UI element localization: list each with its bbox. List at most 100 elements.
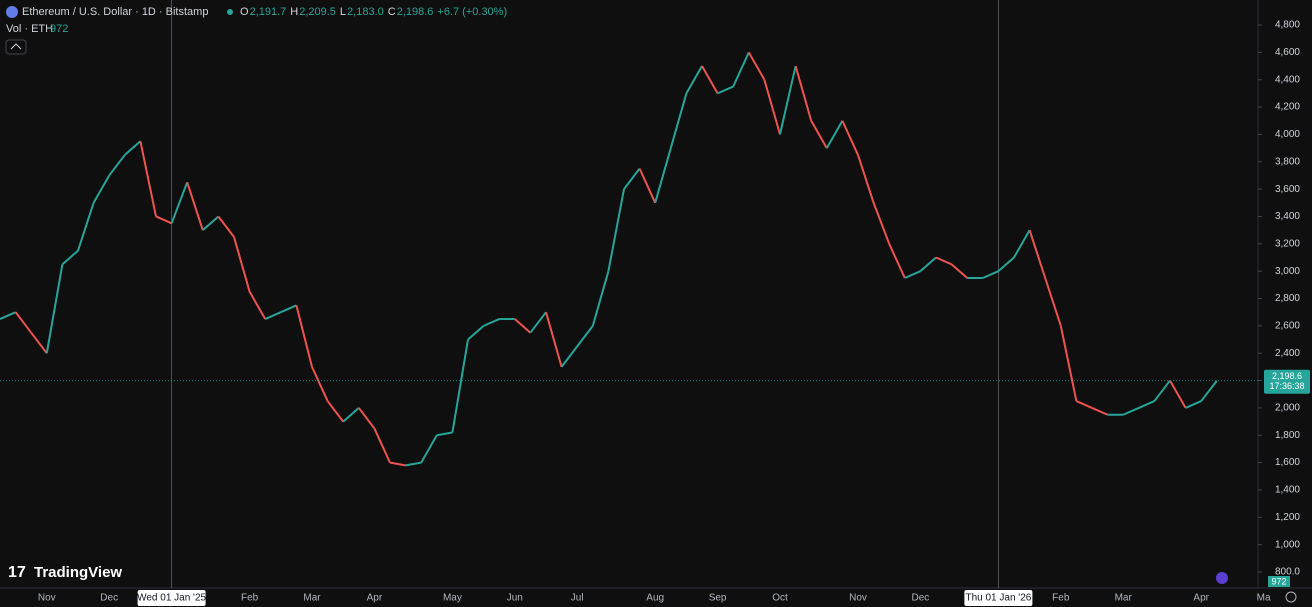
x-tick-label: Mar bbox=[1115, 593, 1133, 604]
price-segment bbox=[311, 366, 329, 402]
price-segment bbox=[170, 181, 189, 224]
logo-mark: 17 bbox=[8, 564, 26, 581]
price-segment bbox=[841, 120, 859, 156]
price-segment bbox=[1075, 400, 1093, 409]
price-segment bbox=[389, 461, 406, 467]
price-segment bbox=[264, 311, 282, 320]
ohlc-value: 2,209.5 bbox=[299, 6, 336, 18]
x-tick-label: Mar bbox=[303, 593, 321, 604]
price-segment bbox=[1138, 400, 1155, 409]
price-segment bbox=[186, 181, 204, 231]
x-tick-label: Dec bbox=[912, 593, 930, 604]
price-segment bbox=[233, 236, 251, 292]
x-tick-label: Thu 01 Jan '26 bbox=[965, 593, 1031, 604]
collapse-icon bbox=[10, 43, 22, 50]
price-segment bbox=[373, 428, 391, 464]
plot-area bbox=[0, 0, 1258, 588]
price-segment bbox=[1122, 406, 1140, 416]
price-segment bbox=[545, 311, 563, 368]
price-segment bbox=[14, 311, 32, 334]
y-tick-label: 1,400 bbox=[1275, 485, 1300, 496]
ohlc-name: O bbox=[240, 6, 249, 18]
price-segment bbox=[1059, 325, 1078, 402]
price-segment bbox=[529, 311, 547, 334]
y-tick-label: 1,200 bbox=[1275, 512, 1300, 523]
y-tick-label: 1,600 bbox=[1275, 457, 1300, 468]
price-segment bbox=[77, 202, 95, 251]
x-label-highlight bbox=[137, 590, 206, 606]
x-tick-label: Wed 01 Jan '25 bbox=[137, 593, 206, 604]
price-segment bbox=[202, 215, 220, 231]
header: Ethereum / U.S. Dollar · 1D · Bitstamp V… bbox=[5, 6, 233, 55]
price-segment bbox=[139, 141, 157, 217]
price-segment bbox=[576, 325, 594, 347]
x-tick-label: Sep bbox=[709, 593, 727, 604]
x-tick-label: May bbox=[443, 593, 462, 604]
price-segment bbox=[61, 249, 79, 266]
x-tick-label: Jul bbox=[571, 593, 584, 604]
settings-icon[interactable] bbox=[1285, 591, 1297, 603]
y-tick-label: 1,000 bbox=[1275, 539, 1300, 550]
price-segment bbox=[607, 188, 625, 272]
price-segment bbox=[358, 407, 376, 430]
symbol-icon bbox=[6, 6, 18, 18]
price-segment bbox=[669, 93, 688, 149]
price-segment bbox=[1091, 406, 1109, 416]
price-segment bbox=[857, 154, 875, 204]
price-segment bbox=[919, 256, 937, 272]
price-segment bbox=[1013, 229, 1031, 258]
price-segment bbox=[280, 304, 297, 314]
ohlc-name: C bbox=[388, 6, 396, 18]
x-label-highlight bbox=[964, 590, 1033, 606]
price-segment bbox=[155, 215, 173, 225]
price-segment bbox=[701, 65, 719, 94]
y-tick-label: 3,200 bbox=[1275, 238, 1300, 249]
price-segment bbox=[794, 65, 813, 122]
change: +6.7 (+0.30%) bbox=[437, 6, 507, 18]
price-segment bbox=[1185, 400, 1202, 409]
symbol-title: Ethereum / U.S. Dollar · 1D · Bitstamp bbox=[22, 6, 208, 18]
y-tick-label: 800.0 bbox=[1275, 567, 1300, 578]
price-segment bbox=[779, 65, 797, 135]
y-tick-label: 3,600 bbox=[1275, 184, 1300, 195]
volume-value: 972 bbox=[50, 23, 68, 35]
x-tick-label: Jun bbox=[507, 593, 523, 604]
ohlc-value: 2,191.7 bbox=[250, 6, 287, 18]
x-tick-label: Apr bbox=[1193, 593, 1209, 604]
price-segment bbox=[935, 256, 953, 266]
price-segment bbox=[1169, 380, 1187, 409]
price-segment bbox=[904, 270, 921, 279]
y-tick-label: 2,800 bbox=[1275, 293, 1300, 304]
price-segment bbox=[217, 215, 235, 238]
price-segment bbox=[638, 168, 657, 204]
ohlc-name: L bbox=[340, 6, 346, 18]
price-segment bbox=[124, 140, 142, 156]
price-segment bbox=[1028, 229, 1047, 279]
ohlc-value: 2,183.0 bbox=[347, 6, 384, 18]
x-tick-label: Aug bbox=[646, 593, 664, 604]
alert-icon[interactable] bbox=[1216, 572, 1228, 584]
y-tick-label: 4,800 bbox=[1275, 20, 1300, 31]
price-segment bbox=[810, 120, 828, 149]
last-price-tag bbox=[1264, 369, 1310, 394]
price-segment bbox=[248, 291, 267, 320]
price-segment bbox=[763, 79, 781, 135]
price-segment bbox=[982, 270, 999, 279]
price-segment bbox=[654, 147, 672, 204]
price-segment bbox=[888, 243, 906, 279]
x-tick-label: Feb bbox=[1052, 593, 1070, 604]
price-segment bbox=[623, 168, 641, 190]
price-segment bbox=[825, 120, 844, 149]
x-tick-label: Feb bbox=[241, 593, 259, 604]
price-segment bbox=[45, 264, 64, 354]
price-segment bbox=[108, 154, 126, 177]
price-segment bbox=[342, 407, 360, 423]
y-tick-label: 1,800 bbox=[1275, 430, 1300, 441]
y-tick-label: 3,000 bbox=[1275, 266, 1300, 277]
collapse-button[interactable] bbox=[5, 39, 27, 55]
ohlc-value: 2,198.6 bbox=[397, 6, 434, 18]
price-segment bbox=[295, 305, 313, 368]
y-tick-label: 2,400 bbox=[1275, 348, 1300, 359]
y-tick-label: 4,000 bbox=[1275, 129, 1300, 140]
